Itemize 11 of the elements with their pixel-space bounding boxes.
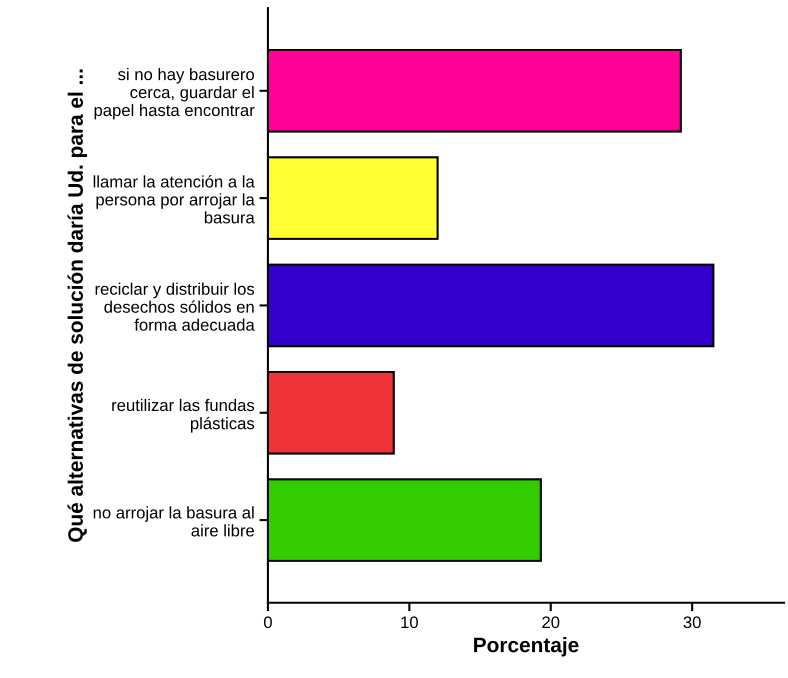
x-axis-title: Porcentaje <box>474 637 579 656</box>
x-tick-label: 30 <box>684 616 701 628</box>
y-tick-label: si no hay basurero cerca, guardar el papel hasta encontrar <box>94 68 254 120</box>
x-tick-label: 10 <box>401 616 418 628</box>
x-tick-label: 0 <box>264 616 272 628</box>
y-tick-label: no arrojar la basura al aire libre <box>94 506 254 536</box>
y-tick-label: reutilizar las fundas plásticas <box>112 398 254 433</box>
y-axis-title: Qué alternativas de solución daría Ud. para el ... <box>67 70 88 542</box>
x-tick-label: 20 <box>542 616 560 628</box>
y-tick-label: reciclar y distribuir los desechos sólidos en forma adecuada <box>96 282 255 331</box>
y-tick-label: llamar la atención a la persona por arrojar la basura <box>94 175 255 224</box>
